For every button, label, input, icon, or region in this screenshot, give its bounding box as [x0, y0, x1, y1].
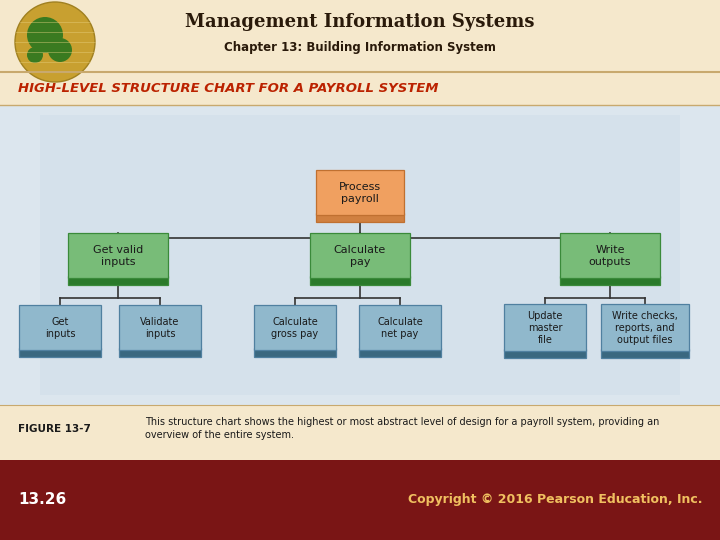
Text: Write
outputs: Write outputs	[589, 245, 631, 267]
Bar	[504, 349, 586, 358]
Bar	[0, 0, 720, 72]
Circle shape	[27, 47, 43, 63]
Bar	[19, 305, 101, 350]
Bar	[119, 348, 201, 357]
Text: Chapter 13: Building Information System: Chapter 13: Building Information System	[224, 42, 496, 55]
Circle shape	[27, 17, 63, 53]
Text: Calculate
net pay: Calculate net pay	[377, 317, 423, 339]
Bar	[560, 276, 660, 285]
Bar	[310, 276, 410, 285]
Bar	[0, 72, 720, 105]
Bar	[254, 305, 336, 350]
Bar	[40, 115, 680, 395]
Bar	[359, 348, 441, 357]
Bar	[504, 304, 586, 351]
Bar	[560, 233, 660, 278]
Bar	[19, 348, 101, 357]
Bar	[601, 304, 689, 351]
Text: Get valid
inputs: Get valid inputs	[93, 245, 143, 267]
Bar	[0, 405, 720, 460]
Circle shape	[15, 2, 95, 82]
Text: Copyright © 2016 Pearson Education, Inc.: Copyright © 2016 Pearson Education, Inc.	[408, 494, 702, 507]
Bar	[316, 170, 404, 215]
Text: Validate
inputs: Validate inputs	[140, 317, 180, 339]
Text: Get
inputs: Get inputs	[45, 317, 76, 339]
Bar	[0, 460, 720, 540]
Bar	[310, 233, 410, 278]
Text: 13.26: 13.26	[18, 492, 66, 508]
Text: Calculate
pay: Calculate pay	[334, 245, 386, 267]
Bar	[119, 305, 201, 350]
Circle shape	[48, 38, 72, 62]
Text: Write checks,
reports, and
output files: Write checks, reports, and output files	[612, 312, 678, 345]
Bar	[68, 233, 168, 278]
Bar	[316, 213, 404, 222]
Text: Update
master
file: Update master file	[527, 312, 563, 345]
Text: HIGH-LEVEL STRUCTURE CHART FOR A PAYROLL SYSTEM: HIGH-LEVEL STRUCTURE CHART FOR A PAYROLL…	[18, 82, 438, 95]
Text: Management Information Systems: Management Information Systems	[185, 13, 535, 31]
Text: Calculate
gross pay: Calculate gross pay	[271, 317, 318, 339]
Text: FIGURE 13-7: FIGURE 13-7	[18, 423, 91, 434]
Bar	[359, 305, 441, 350]
Bar	[601, 349, 689, 358]
Text: Process
payroll: Process payroll	[339, 182, 381, 204]
Bar	[0, 105, 720, 405]
Bar	[68, 276, 168, 285]
Text: This structure chart shows the highest or most abstract level of design for a pa: This structure chart shows the highest o…	[145, 417, 660, 440]
Bar	[254, 348, 336, 357]
